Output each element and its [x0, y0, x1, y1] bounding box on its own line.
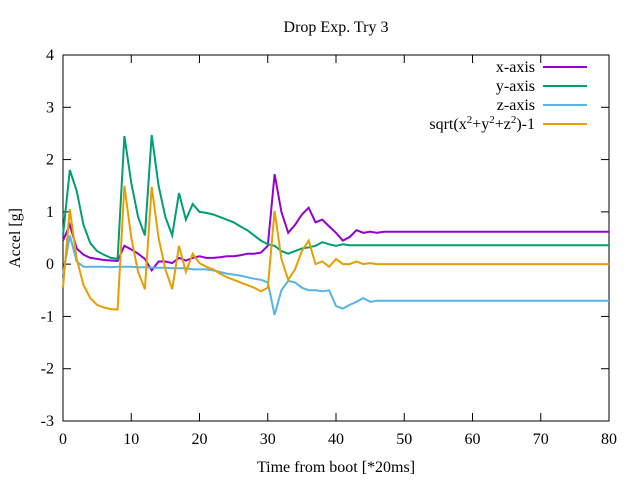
- x-tick-label: 70: [533, 431, 549, 448]
- y-tick-label: 0: [46, 256, 54, 273]
- y-axis-title: Accel [g]: [7, 208, 24, 268]
- x-tick-label: 80: [601, 431, 617, 448]
- series-line-0: [62, 174, 609, 273]
- series-line-1: [62, 134, 609, 261]
- x-tick-label: 60: [465, 431, 481, 448]
- x-axis-ticks: 0 10 20 30 40 50 60 70 80: [59, 55, 617, 448]
- legend-label-0: x-axis: [496, 59, 535, 76]
- x-tick-label: 40: [328, 431, 344, 448]
- x-tick-label: 50: [396, 431, 412, 448]
- x-tick-label: 10: [123, 431, 139, 448]
- y-tick-label: 2: [46, 152, 54, 169]
- legend-label-3: sqrt(x2+y2+z2)-1: [429, 114, 535, 133]
- y-tick-label: -3: [41, 413, 54, 430]
- series-layer: [62, 134, 609, 316]
- y-tick-label: 4: [46, 47, 54, 64]
- legend-label-1: y-axis: [496, 78, 535, 95]
- chart-title: Drop Exp. Try 3: [284, 19, 389, 36]
- legend-label-2: z-axis: [497, 97, 535, 114]
- x-axis-title: Time from boot [*20ms]: [257, 459, 415, 476]
- y-tick-label: -1: [41, 308, 54, 325]
- x-tick-label: 30: [260, 431, 276, 448]
- x-tick-label: 0: [59, 431, 67, 448]
- y-tick-label: -2: [41, 361, 54, 378]
- series-line-2: [62, 235, 609, 316]
- x-tick-label: 20: [192, 431, 208, 448]
- y-tick-label: 3: [46, 99, 54, 116]
- y-tick-label: 1: [46, 204, 54, 221]
- series-line-3: [62, 185, 609, 311]
